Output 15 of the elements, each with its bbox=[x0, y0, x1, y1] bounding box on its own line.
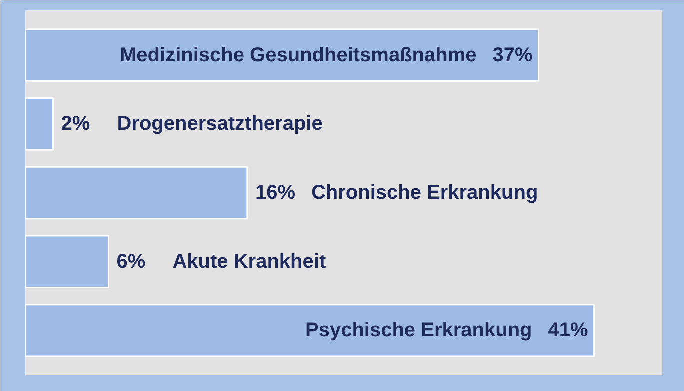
data-label: 2% bbox=[61, 113, 90, 136]
data-label: 37% bbox=[492, 44, 533, 66]
y-tick-label: Drogenersatztherapie bbox=[117, 113, 323, 136]
y-tick-label: Psychische Erkrankung bbox=[305, 320, 532, 342]
y-tick-label: Medizinische Gesundheitsmaßnahme bbox=[120, 44, 477, 66]
bar bbox=[26, 235, 110, 288]
bar bbox=[26, 304, 595, 358]
data-label: 6% bbox=[116, 250, 146, 273]
bar bbox=[26, 28, 540, 82]
y-tick-label: Chronische Erkrankung bbox=[311, 182, 538, 204]
data-label: 16% bbox=[255, 182, 296, 204]
data-label: 41% bbox=[548, 320, 588, 342]
bar bbox=[26, 166, 248, 220]
bar bbox=[26, 98, 54, 151]
y-tick-label: Akute Krankheit bbox=[172, 250, 326, 273]
